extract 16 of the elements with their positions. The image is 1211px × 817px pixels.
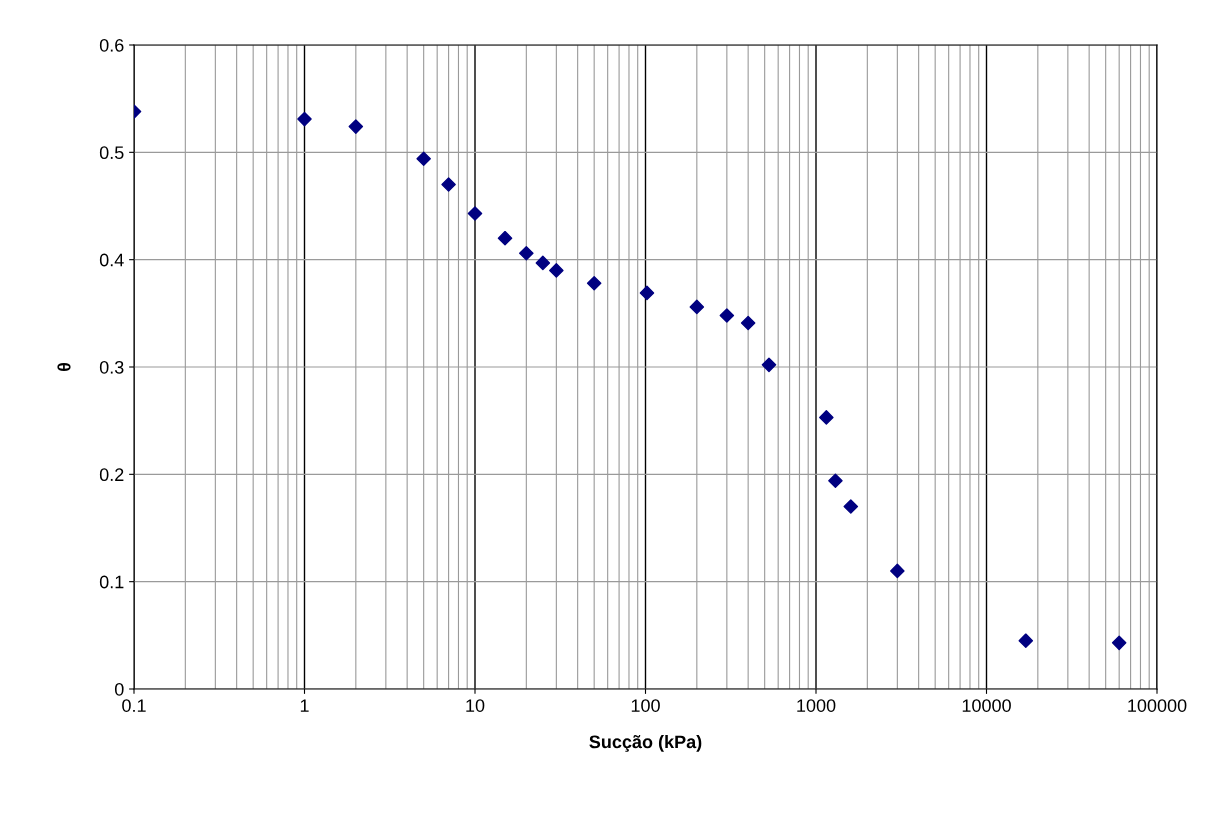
y-axis-title: θ [57,362,71,372]
x-tick-label: 1000 [797,699,836,712]
y-tick-label: 0.5 [99,146,124,160]
x-tick-label: 100 [631,699,660,712]
x-axis-title: Sucção (kPa) [589,735,702,752]
y-tick-label: 0.1 [99,575,124,589]
y-tick-label: 0.6 [99,38,124,52]
x-tick-label: 10 [466,699,485,712]
y-tick-label: 0.4 [99,253,124,267]
x-tick-label: 100000 [1128,699,1187,712]
x-tick-label: 0.1 [122,699,146,712]
y-tick-label: 0.3 [99,360,124,374]
x-tick-label: 1 [300,699,309,712]
y-tick-label: 0 [114,682,124,696]
x-tick-label: 10000 [962,699,1011,712]
y-tick-label: 0.2 [99,468,124,482]
